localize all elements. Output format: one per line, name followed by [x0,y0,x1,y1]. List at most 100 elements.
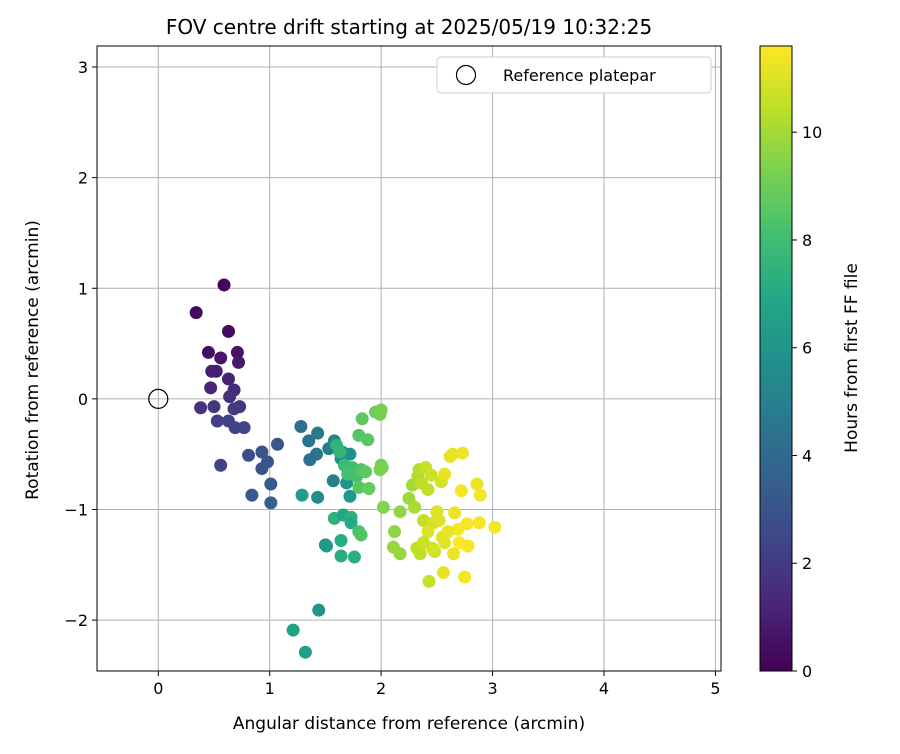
colorbar-tick-label: 2 [802,554,812,573]
data-point [214,351,228,365]
data-point [237,421,251,435]
x-tick-label: 0 [153,679,163,698]
data-point [207,400,221,414]
plot-area: 0 1 2 3 4 5 −2 −1 0 1 2 3 [64,45,722,698]
data-point [230,345,244,359]
y-tick-label: 2 [78,169,88,188]
plot-frame [96,45,722,672]
y-tick-label: −2 [64,611,88,630]
data-point [393,547,407,561]
data-point [460,517,474,531]
data-point [438,467,452,481]
y-axis-label: Rotation from reference (arcmin) [23,220,43,500]
data-point [311,490,325,504]
legend-label-reference: Reference platepar [503,66,656,85]
data-point [227,402,241,416]
data-point [217,278,231,292]
data-point [362,481,376,495]
data-point [214,458,228,472]
y-tick-label: 1 [78,279,88,298]
data-point [320,539,334,553]
data-point [448,506,462,520]
data-point [242,448,256,462]
data-point [232,355,246,369]
data-point [264,477,278,491]
x-tick-label: 2 [376,679,386,698]
data-point [194,401,208,415]
data-point [359,465,373,479]
data-point [209,364,223,378]
data-point [223,390,237,404]
chart-title: FOV centre drift starting at 2025/05/19 … [166,15,652,39]
data-point [421,525,435,539]
data-point [271,437,285,451]
data-point [408,500,422,514]
data-point [441,525,455,539]
data-point [303,453,317,467]
colorbar-tick-label: 4 [802,446,812,465]
colorbar-label: Hours from first FF file [842,263,862,453]
data-point [326,474,340,488]
y-tick-label: 0 [78,390,88,409]
x-tick-label: 3 [487,679,497,698]
data-point [312,603,326,617]
data-point [189,306,203,320]
data-point [416,514,430,528]
data-point [452,536,466,550]
data-point [333,445,347,459]
colorbar-tick-label: 0 [802,662,812,681]
data-point [458,570,472,584]
data-point [334,533,348,547]
data-point [221,324,235,338]
legend-box [436,56,712,94]
y-tick-label: 3 [78,58,88,77]
data-point [295,488,309,502]
x-tick-label: 5 [710,679,720,698]
data-point [210,414,224,428]
data-point [298,645,312,659]
data-point [201,345,215,359]
data-point [416,536,430,550]
data-point [421,483,435,497]
data-point [343,447,357,461]
data-point [255,462,269,476]
colorbar: 0 2 4 6 8 10 Hours from first FF file [759,45,862,681]
data-point [422,574,436,588]
data-point [438,536,452,550]
data-point [361,433,375,447]
data-point [334,549,348,563]
data-point [375,460,389,474]
x-axis-label: Angular distance from reference (arcmin) [233,714,585,734]
colorbar-tick-label: 8 [802,231,812,250]
data-point [302,434,316,448]
colorbar-gradient [759,45,793,672]
data-point [473,488,487,502]
y-tick-label: −1 [64,500,88,519]
data-point [347,550,361,564]
data-point [245,488,259,502]
data-point [488,520,502,534]
data-point [221,372,235,386]
data-point [376,500,390,514]
data-point [472,516,486,530]
data-point [352,480,366,494]
data-point [455,446,469,460]
data-point [424,468,438,482]
data-point [264,496,278,510]
data-point [388,525,402,539]
data-point [355,412,369,426]
colorbar-ticks: 0 2 4 6 8 10 [792,123,822,681]
data-point [432,514,446,528]
x-tick-label: 4 [599,679,609,698]
data-point [204,381,218,395]
data-point [294,420,308,434]
data-point [445,447,459,461]
data-point [470,477,484,491]
colorbar-tick-label: 6 [802,339,812,358]
data-point [343,489,357,503]
data-point [286,623,300,637]
data-point [454,484,468,498]
data-point [228,421,242,435]
reference-platepar-marker [148,388,169,409]
